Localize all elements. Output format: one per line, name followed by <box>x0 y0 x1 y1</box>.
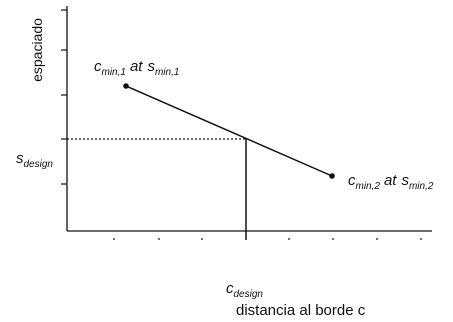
x-tick <box>288 238 290 240</box>
c-design-label: cdesign <box>226 280 263 300</box>
point-min-1 <box>123 83 129 89</box>
c-design-main: c <box>226 280 234 297</box>
point2-label: cmin,2 at smin,2 <box>348 172 434 192</box>
x-tick <box>201 238 203 240</box>
point2-at: at <box>384 172 397 189</box>
point2-c: c <box>348 172 356 189</box>
point2-s: s <box>401 172 409 189</box>
point1-label: cmin,1 at smin,1 <box>94 58 179 78</box>
point1-c-sub: min,1 <box>102 67 126 78</box>
x-tick <box>420 238 422 240</box>
point2-c-sub: min,2 <box>356 181 381 192</box>
x-axis-label: distancia al borde c <box>236 302 366 319</box>
x-tick <box>332 238 334 240</box>
x-tick <box>113 238 115 240</box>
point1-at: at <box>130 58 143 75</box>
point1-s: s <box>147 58 155 75</box>
s-design-sub: design <box>24 159 54 170</box>
x-tick <box>158 238 160 240</box>
point-min-2 <box>329 173 335 179</box>
y-axis-label: espaciado <box>29 18 45 82</box>
x-tick <box>376 238 378 240</box>
spacing-line <box>125 85 333 177</box>
point2-s-sub: min,2 <box>409 181 434 192</box>
s-design-main: s <box>16 150 24 167</box>
c-design-sub: design <box>234 289 264 300</box>
s-design-label: sdesign <box>16 150 53 170</box>
point1-s-sub: min,1 <box>155 67 179 78</box>
point1-c: c <box>94 58 102 75</box>
